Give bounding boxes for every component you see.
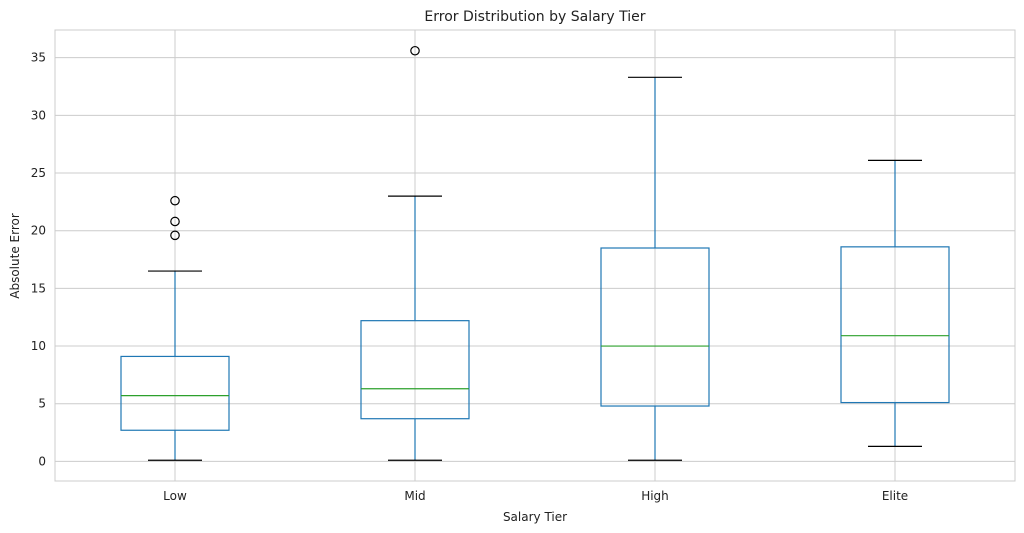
y-tick-label: 5	[38, 397, 46, 411]
x-axis-label: Salary Tier	[503, 510, 567, 524]
flier-point	[170, 195, 180, 206]
flier-point	[410, 45, 420, 56]
y-tick-label: 0	[38, 454, 46, 468]
tick-labels: 0 5 10 15 20 25 30 35 Low Mid High Elite	[31, 51, 908, 503]
box-iqr	[600, 247, 710, 407]
box-iqr	[120, 355, 230, 431]
y-tick-label: 25	[31, 166, 46, 180]
boxplots	[120, 45, 950, 461]
boxplot-high	[600, 76, 710, 461]
y-axis-label: Absolute Error	[8, 213, 22, 299]
y-tick-label: 30	[31, 108, 46, 122]
x-tick-label: Mid	[404, 489, 425, 503]
x-tick-label: High	[641, 489, 669, 503]
y-tick-label: 20	[31, 224, 46, 238]
flier-point	[170, 230, 180, 241]
box-iqr	[840, 246, 950, 404]
box-iqr	[360, 320, 470, 420]
chart-title: Error Distribution by Salary Tier	[424, 9, 645, 25]
boxplot-elite	[840, 159, 950, 447]
boxplot-mid	[360, 45, 470, 461]
plot-frame	[54, 29, 1016, 482]
y-tick-label: 10	[31, 339, 46, 353]
x-tick-label: Elite	[882, 489, 908, 503]
x-tick-label: Low	[163, 489, 187, 503]
grid	[55, 30, 1015, 481]
boxplot-low	[120, 195, 230, 461]
flier-point	[170, 216, 180, 227]
y-tick-label: 35	[31, 51, 46, 65]
y-tick-label: 15	[31, 281, 46, 295]
